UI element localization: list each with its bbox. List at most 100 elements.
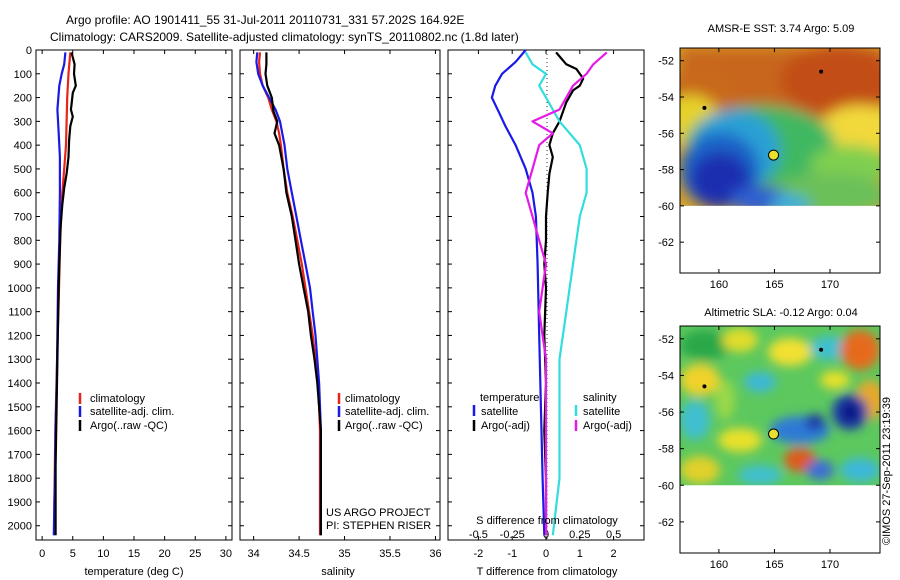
x-tick-label: -2: [474, 548, 484, 560]
series-line-argo-raw-qc-: [54, 52, 77, 536]
depth-tick-label: 400: [14, 140, 32, 152]
depth-tick-label: 600: [14, 188, 32, 200]
float-track-marker: [819, 347, 824, 352]
depth-tick-label: 0: [26, 45, 32, 57]
lon-tick-label: 170: [821, 559, 839, 571]
project-annotation: US ARGO PROJECT: [326, 507, 431, 519]
series-line-satellite-adj-clim-: [255, 52, 322, 536]
x-tick-label: 1: [577, 548, 583, 560]
series-line-satellite: [524, 51, 588, 536]
difference-legend: temperature salinity satellite Argo(-adj…: [472, 392, 632, 432]
float-track-marker: [702, 105, 707, 110]
imos-credit: ©IMOS 27-Sep-2011 23:19:39: [881, 397, 893, 545]
x-tick-label: 5: [70, 548, 76, 560]
depth-tick-label: 1100: [8, 307, 32, 319]
s-difference-axis-label: S difference from climatology: [476, 515, 618, 527]
legend-temp-argo: Argo(-adj): [481, 420, 530, 432]
legend-temperature-header: temperature: [480, 392, 539, 404]
legend-satellite-adj: satellite-adj. clim.: [90, 406, 174, 418]
x-tick-label: 35.5: [379, 548, 400, 560]
t-difference-axis-label: T difference from climatology: [477, 566, 618, 578]
x-tick-label: 30: [220, 548, 232, 560]
depth-tick-label: 1200: [8, 330, 32, 342]
lat-tick-label: -52: [658, 334, 674, 346]
difference-profile-panel: -2 -1 0 1 2 -0.5 -0.25 0 0.25 0.5 T difference f…: [447, 49, 645, 578]
lat-tick-label: -58: [658, 444, 674, 456]
s-diff-tick-label: 0.5: [606, 529, 621, 541]
sst-map-panel: AMSR-E SST: 3.74 Argo: 5.09 -52 -54 -56 -58…: [658, 23, 881, 291]
x-tick-label: 2: [611, 548, 617, 560]
lat-tick-label: -54: [658, 92, 674, 104]
no-data-area: [680, 485, 880, 553]
lon-tick-label: 165: [765, 279, 783, 291]
depth-tick-label: 1500: [8, 402, 32, 414]
legend-argo: Argo(..raw -QC): [90, 420, 168, 432]
figure-subtitle: Climatology: CARS2009. Satellite-adjuste…: [50, 30, 519, 44]
depth-tick-label: 100: [14, 69, 32, 81]
x-tick-label: 34: [248, 548, 260, 560]
x-tick-label: -1: [507, 548, 517, 560]
series-line-argo-raw-qc-: [264, 52, 322, 536]
depth-tick-label: 900: [14, 259, 32, 271]
depth-tick-label: 1400: [8, 378, 32, 390]
lat-tick-label: -52: [658, 56, 674, 68]
series-line-satellite: [490, 49, 546, 536]
sla-map-panel: Altimetric SLA: -0.12 Argo: 0.04: [658, 307, 881, 571]
depth-tick-label: 1600: [8, 426, 32, 438]
s-diff-tick-label: -0.25: [500, 529, 525, 541]
legend-satellite-adj: satellite-adj. clim.: [345, 406, 429, 418]
no-data-area: [680, 205, 880, 273]
sla-heatmap-field: [680, 326, 880, 496]
depth-tick-label: 1900: [8, 497, 32, 509]
s-diff-tick-label: -0.5: [469, 529, 488, 541]
depth-tick-label: 1700: [8, 449, 32, 461]
depth-tick-label: 1300: [8, 354, 32, 366]
x-tick-label: 36: [429, 548, 441, 560]
salinity-axis-label: salinity: [321, 566, 355, 578]
lat-tick-label: -60: [658, 201, 674, 213]
lat-tick-label: -60: [658, 480, 674, 492]
temperature-profile-panel: 0100200300400500600700800900100011001200…: [8, 45, 233, 578]
depth-tick-label: 300: [14, 116, 32, 128]
x-tick-label: 10: [97, 548, 109, 560]
lon-tick-label: 165: [765, 559, 783, 571]
lat-tick-label: -62: [658, 517, 674, 529]
float-track-marker: [702, 384, 707, 389]
argo-position-marker: [768, 149, 780, 161]
lat-tick-label: -56: [658, 128, 674, 140]
depth-tick-label: 700: [14, 212, 32, 224]
legend-sal-satellite: satellite: [583, 406, 620, 418]
depth-tick-label: 200: [14, 93, 32, 105]
depth-tick-label: 1000: [8, 283, 32, 295]
legend-climatology: climatology: [90, 393, 146, 405]
temperature-axis-label: temperature (deg C): [84, 566, 183, 578]
float-track-marker: [819, 69, 824, 74]
salinity-legend: climatology satellite-adj. clim. Argo(..…: [337, 393, 429, 432]
depth-tick-label: 500: [14, 164, 32, 176]
legend-argo: Argo(..raw -QC): [345, 420, 423, 432]
lon-tick-label: 160: [710, 559, 728, 571]
x-tick-label: 35: [338, 548, 350, 560]
x-tick-label: 25: [189, 548, 201, 560]
pi-annotation: PI: STEPHEN RISER: [326, 520, 431, 532]
lat-tick-label: -56: [658, 407, 674, 419]
lat-tick-label: -54: [658, 370, 674, 382]
s-diff-tick-label: 0.25: [569, 529, 590, 541]
depth-tick-label: 2000: [8, 521, 32, 533]
lon-tick-label: 170: [821, 279, 839, 291]
lat-tick-label: -62: [658, 237, 674, 249]
salinity-profile-panel: 34 34.5 35 35.5 36 salinity climatology sate…: [239, 49, 442, 578]
sla-map-title: Altimetric SLA: -0.12 Argo: 0.04: [704, 307, 857, 319]
depth-tick-label: 800: [14, 235, 32, 247]
temperature-legend: climatology satellite-adj. clim. Argo(..…: [78, 393, 174, 432]
x-tick-label: 0: [39, 548, 45, 560]
legend-temp-satellite: satellite: [481, 406, 518, 418]
argo-position-marker: [768, 428, 780, 440]
sst-heatmap-field: [680, 48, 880, 213]
lat-tick-label: -58: [658, 165, 674, 177]
legend-climatology: climatology: [345, 393, 401, 405]
figure-title: Argo profile: AO 1901411_55 31-Jul-2011 …: [66, 13, 464, 27]
legend-sal-argo: Argo(-adj): [583, 420, 632, 432]
x-tick-label: 34.5: [288, 548, 309, 560]
